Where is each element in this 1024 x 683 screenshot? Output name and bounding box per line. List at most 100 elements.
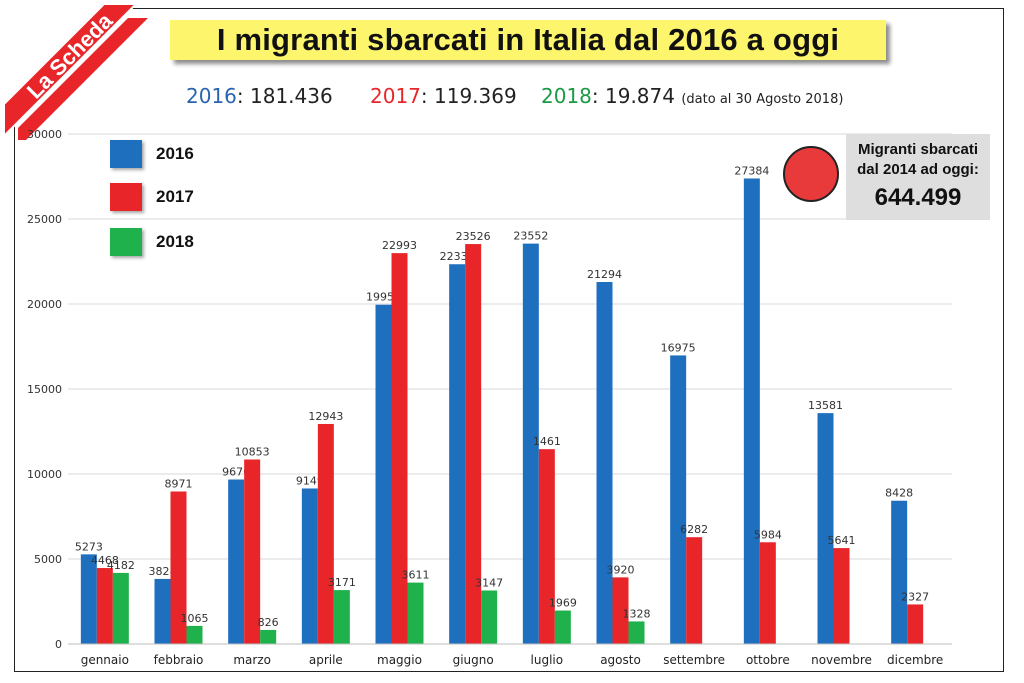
data-label-2018-gennaio: 4182 [107, 559, 135, 572]
bar-2017-maggio [391, 253, 408, 644]
la-scheda-badge: La Scheda [0, 0, 148, 140]
total-box: Migranti sbarcati dal 2014 ad oggi: 644.… [846, 134, 990, 220]
bar-2016-aprile [301, 488, 318, 644]
total-value: 644.499 [874, 184, 962, 211]
bar-2018-febbraio [186, 625, 203, 644]
x-tick-label: marzo [233, 653, 271, 667]
legend-label-2017: 2017 [156, 187, 194, 206]
bar-2016-maggio [375, 304, 392, 644]
x-tick-label: febbraio [154, 653, 204, 667]
data-label-2018-agosto: 1328 [623, 607, 651, 620]
data-label-2017-giugno: 23526 [456, 230, 491, 243]
data-label-2017-luglio: 1461 [533, 435, 561, 448]
data-label-2018-maggio: 3611 [402, 569, 430, 582]
summary-year-2016: 2016 [186, 84, 237, 108]
bar-2017-dicembre [907, 604, 924, 644]
summary-value-2017: : 119.369 [420, 84, 517, 108]
bar-2017-agosto [612, 577, 629, 644]
bar-2016-febbraio [154, 578, 171, 644]
bar-2016-luglio [522, 243, 539, 644]
bar-2018-luglio [554, 610, 571, 644]
data-label-2016-aprile: 9149 [296, 474, 324, 487]
bar-2017-aprile [317, 423, 334, 644]
y-tick-label: 25000 [27, 213, 62, 226]
summary-note: (dato al 30 Agosto 2018) [681, 92, 844, 107]
legend-item-2017: 2017 [110, 183, 194, 211]
bar-2018-marzo [260, 629, 277, 644]
summary-value-2018: : 19.874 [591, 84, 675, 108]
data-label-2017-maggio: 22993 [382, 239, 417, 252]
legend-item-2018: 2018 [110, 228, 194, 256]
x-tick-label: aprile [309, 653, 343, 667]
x-tick-label: agosto [600, 653, 641, 667]
x-tick-label: giugno [453, 653, 494, 667]
y-tick-label: 0 [55, 638, 62, 651]
bar-2018-aprile [333, 590, 350, 644]
x-tick-label: gennaio [81, 653, 129, 667]
x-tick-label: novembre [811, 653, 872, 667]
data-label-2016-settembre: 16975 [661, 341, 696, 354]
bar-2016-gennaio [80, 554, 97, 644]
total-line-2: dal 2014 ad oggi: [857, 161, 979, 178]
bar-2018-gennaio [112, 572, 129, 644]
data-label-2017-febbraio: 8971 [165, 477, 193, 490]
bar-2018-agosto [628, 621, 645, 644]
bar-2016-agosto [596, 282, 613, 644]
bar-2016-novembre [817, 413, 834, 644]
legend-item-2016: 2016 [110, 140, 194, 168]
data-label-2016-marzo: 9676 [222, 466, 250, 479]
data-label-2017-aprile: 12943 [308, 410, 343, 423]
bar-2017-marzo [244, 459, 261, 644]
bar-2016-ottobre [743, 178, 760, 645]
bar-2016-giugno [449, 264, 466, 644]
bar-2016-settembre [670, 355, 687, 644]
bar-2017-ottobre [759, 542, 776, 644]
title-banner: I migranti sbarcati in Italia dal 2016 a… [170, 20, 886, 60]
bar-2016-dicembre [891, 500, 908, 644]
x-tick-label: settembre [663, 653, 725, 667]
x-tick-label: ottobre [746, 653, 790, 667]
bar-2016-marzo [228, 479, 245, 644]
data-label-2018-luglio: 1969 [549, 597, 577, 610]
legend-label-2016: 2016 [156, 144, 194, 163]
data-label-2017-agosto: 3920 [607, 563, 635, 576]
data-label-2018-giugno: 3147 [475, 577, 503, 590]
data-label-2017-ottobre: 5984 [754, 528, 782, 541]
total-line-1: Migranti sbarcati [857, 141, 979, 158]
data-label-2017-dicembre: 2327 [901, 590, 929, 603]
summary-value-2016: : 181.436 [236, 84, 333, 108]
legend-label-2018: 2018 [156, 232, 194, 251]
x-tick-label: maggio [377, 653, 422, 667]
y-tick-label: 15000 [27, 383, 62, 396]
summary-year-2018: 2018 [541, 84, 592, 108]
summary-year-2017: 2017 [370, 84, 421, 108]
data-label-2018-febbraio: 1065 [181, 612, 209, 625]
bar-2018-giugno [481, 590, 498, 644]
data-label-2016-novembre: 13581 [808, 399, 843, 412]
bar-2017-gennaio [96, 568, 113, 644]
legend-swatch-2016 [110, 140, 142, 168]
bar-2017-febbraio [170, 491, 187, 644]
bar-2017-luglio [538, 449, 555, 644]
data-label-2018-marzo: 826 [258, 616, 279, 629]
summary-2017: 2017: 119.369 [370, 84, 517, 108]
y-tick-label: 5000 [34, 553, 62, 566]
summary-2016: 2016: 181.436 [186, 84, 333, 108]
legend-swatch-2018 [110, 228, 142, 256]
page-title: I migranti sbarcati in Italia dal 2016 a… [216, 22, 840, 57]
data-label-2016-luglio: 23552 [513, 230, 548, 243]
bar-2017-giugno [465, 244, 482, 645]
data-label-2017-settembre: 6282 [680, 523, 708, 536]
x-tick-label: dicembre [887, 653, 943, 667]
y-tick-label: 10000 [27, 468, 62, 481]
data-label-2017-novembre: 5641 [828, 534, 856, 547]
data-label-2016-ottobre: 27384 [734, 164, 769, 177]
data-label-2018-aprile: 3171 [328, 576, 356, 589]
bar-2018-maggio [407, 582, 424, 644]
bar-2017-settembre [686, 537, 703, 644]
summary-2018: 2018: 19.874 (dato al 30 Agosto 2018) [541, 84, 843, 108]
data-label-2016-gennaio: 5273 [75, 540, 103, 553]
legend-swatch-2017 [110, 183, 142, 211]
red-circle-icon [783, 146, 839, 202]
